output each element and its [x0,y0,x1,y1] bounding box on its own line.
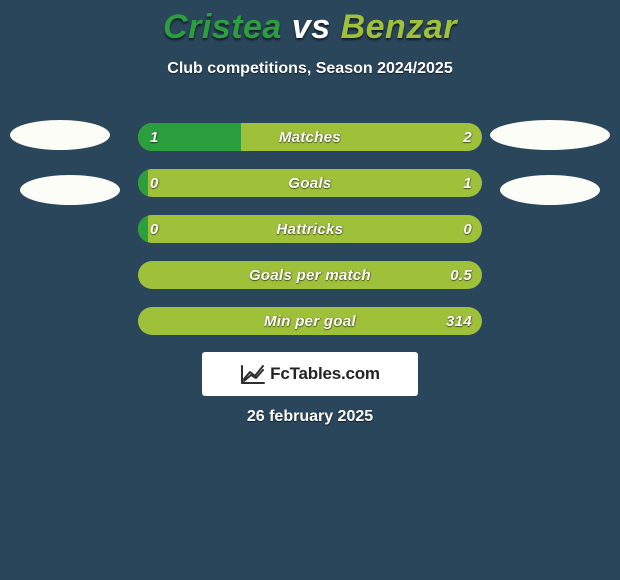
stat-label: Matches [138,123,482,151]
stat-label: Goals per match [138,261,482,289]
date-label: 26 february 2025 [0,408,620,426]
stat-right-value: 2 [463,123,472,151]
stat-label: Min per goal [138,307,482,335]
subtitle: Club competitions, Season 2024/2025 [0,60,620,78]
stat-row: Goals per match0.5 [138,261,482,289]
stat-row: 0Goals1 [138,169,482,197]
stat-label: Hattricks [138,215,482,243]
stat-label: Goals [138,169,482,197]
chart-line-icon [240,363,266,385]
attribution-text: FcTables.com [270,364,380,384]
photo-placeholder-left-2 [20,175,120,205]
photo-placeholder-right-1 [490,120,610,150]
stat-row: 0Hattricks0 [138,215,482,243]
photo-placeholder-left-1 [10,120,110,150]
stat-right-value: 0.5 [450,261,472,289]
comparison-card: Cristea vs Benzar Club competitions, Sea… [0,0,620,580]
attribution-box[interactable]: FcTables.com [202,352,418,396]
photo-placeholder-right-2 [500,175,600,205]
player-b-name: Benzar [341,8,457,46]
player-a-name: Cristea [163,8,282,46]
page-title: Cristea vs Benzar [0,8,620,47]
stat-right-value: 0 [463,215,472,243]
stat-bars: 1Matches20Goals10Hattricks0Goals per mat… [138,123,482,353]
stat-right-value: 1 [463,169,472,197]
stat-row: Min per goal314 [138,307,482,335]
vs-word: vs [292,8,331,46]
stat-right-value: 314 [446,307,472,335]
stat-row: 1Matches2 [138,123,482,151]
